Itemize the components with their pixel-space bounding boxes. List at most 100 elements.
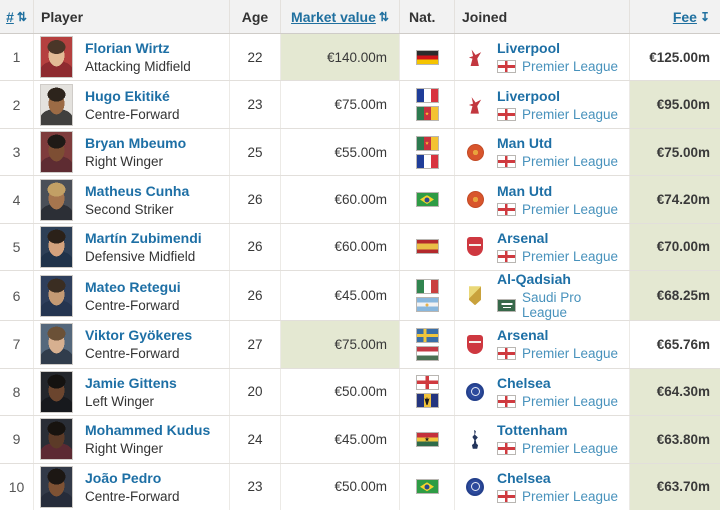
club-crest-icon[interactable] <box>464 283 486 309</box>
player-column-header: Player <box>34 0 230 33</box>
joined-cell: Arsenal Premier League <box>455 223 630 271</box>
club-info: Liverpool Premier League <box>497 88 618 122</box>
club-name-link[interactable]: Liverpool <box>497 87 561 104</box>
player-name-link[interactable]: João Pedro <box>85 469 162 486</box>
player-photo[interactable] <box>40 36 73 79</box>
club-name-link[interactable]: Arsenal <box>497 229 549 246</box>
joined-cell: Arsenal Premier League <box>455 321 630 368</box>
player-photo[interactable] <box>40 83 73 126</box>
club-name-link[interactable]: Arsenal <box>497 327 549 344</box>
rank-sort-link[interactable]: # <box>6 8 14 25</box>
player-photo[interactable] <box>40 418 73 461</box>
league-name-link[interactable]: Premier League <box>522 201 619 217</box>
club-info: Liverpool Premier League <box>497 40 618 74</box>
age-cell: 23 <box>230 463 281 510</box>
player-info: Hugo Ekitiké Centre-Forward <box>85 88 180 122</box>
player-name-link[interactable]: Hugo Ekitiké <box>85 87 170 104</box>
club-crest-icon[interactable] <box>464 331 486 357</box>
club-crest-icon[interactable] <box>464 92 486 118</box>
player-cell: Florian Wirtz Attacking Midfield <box>34 34 230 81</box>
player-name-link[interactable]: Martín Zubimendi <box>85 229 202 246</box>
league-name-link[interactable]: Premier League <box>522 488 619 504</box>
player-photo[interactable] <box>40 225 73 268</box>
club-name-link[interactable]: Al-Qadsiah <box>497 271 571 288</box>
club-info: Arsenal Premier League <box>497 230 618 264</box>
player-name-link[interactable]: Florian Wirtz <box>85 40 170 57</box>
fee-cell: €95.00m <box>630 81 720 128</box>
nationality-column-header: Nat. <box>400 0 455 33</box>
player-position: Right Winger <box>85 154 164 170</box>
player-photo[interactable] <box>40 131 73 174</box>
club-crest-icon[interactable] <box>464 379 486 405</box>
sort-both-icon[interactable]: ⇅ <box>378 9 389 24</box>
table-row: 10 João Pedro Centre-Forward 23 €50.00m … <box>0 463 720 510</box>
club-info: Al-Qadsiah Saudi Pro League <box>497 271 629 320</box>
league-name-link[interactable]: Premier League <box>522 154 619 170</box>
rank-cell: 8 <box>0 368 34 416</box>
club-crest-icon[interactable] <box>464 474 486 500</box>
club-crest-icon[interactable] <box>464 139 486 165</box>
table-row: 7 Viktor Gyökeres Centre-Forward 27 €75.… <box>0 321 720 369</box>
market-value-cell: €45.00m <box>281 416 400 463</box>
player-info: Mateo Retegui Centre-Forward <box>85 279 181 313</box>
player-name-link[interactable]: Viktor Gyökeres <box>85 327 193 344</box>
league-name-link[interactable]: Premier League <box>522 346 619 362</box>
club-name-link[interactable]: Liverpool <box>497 40 561 57</box>
nationality-cell <box>400 81 455 128</box>
nationality-cell <box>400 223 455 271</box>
league-name-link[interactable]: Premier League <box>522 106 619 122</box>
market-value-sort-link[interactable]: Market value <box>291 8 376 25</box>
player-name-link[interactable]: Mohammed Kudus <box>85 422 211 439</box>
player-position: Centre-Forward <box>85 297 180 313</box>
club-name-link[interactable]: Man Utd <box>497 135 553 152</box>
player-name-link[interactable]: Mateo Retegui <box>85 278 181 295</box>
nationality-cell <box>400 463 455 510</box>
club-name-link[interactable]: Chelsea <box>497 469 551 486</box>
club-crest-icon[interactable] <box>464 44 486 70</box>
player-name-link[interactable]: Bryan Mbeumo <box>85 135 187 152</box>
player-cell: Viktor Gyökeres Centre-Forward <box>34 321 230 368</box>
league-name-link[interactable]: Saudi Pro League <box>522 290 582 321</box>
player-photo[interactable] <box>40 370 73 413</box>
club-crest-icon[interactable] <box>464 234 486 260</box>
player-name-link[interactable]: Jamie Gittens <box>85 374 177 391</box>
table-row: 6 Mateo Retegui Centre-Forward 26 €45.00… <box>0 271 720 322</box>
sort-both-icon[interactable]: ⇅ <box>16 9 27 24</box>
player-cell: Bryan Mbeumo Right Winger <box>34 128 230 176</box>
player-photo[interactable] <box>40 178 73 221</box>
table-row: 3 Bryan Mbeumo Right Winger 25 €55.00m M… <box>0 128 720 177</box>
joined-cell: Chelsea Premier League <box>455 368 630 416</box>
fee-cell: €74.20m <box>630 176 720 223</box>
league-flag-icon <box>497 442 516 456</box>
player-position: Centre-Forward <box>85 346 180 362</box>
club-name-link[interactable]: Tottenham <box>497 422 568 439</box>
league-row: Premier League <box>497 394 618 409</box>
player-info: Viktor Gyökeres Centre-Forward <box>85 327 192 361</box>
player-photo[interactable] <box>40 274 73 317</box>
nationality-flag-icon <box>415 431 439 447</box>
league-name-link[interactable]: Premier League <box>522 393 619 409</box>
league-name-link[interactable]: Premier League <box>522 248 619 264</box>
league-name-link[interactable]: Premier League <box>522 59 619 75</box>
rank-cell: 5 <box>0 223 34 271</box>
club-name-link[interactable]: Man Utd <box>497 182 553 199</box>
league-flag-icon <box>497 394 516 408</box>
player-photo[interactable] <box>40 465 73 508</box>
nationality-cell <box>400 128 455 176</box>
player-name-link[interactable]: Matheus Cunha <box>85 182 190 199</box>
joined-cell: Man Utd Premier League <box>455 128 630 176</box>
club-crest-icon[interactable] <box>464 426 486 452</box>
rank-cell: 6 <box>0 271 34 321</box>
player-cell: Martín Zubimendi Defensive Midfield <box>34 223 230 271</box>
fee-sort-link[interactable]: Fee <box>672 8 697 25</box>
club-crest-icon[interactable] <box>464 187 486 213</box>
player-photo[interactable] <box>40 323 73 366</box>
league-row: Premier League <box>497 59 618 74</box>
club-name-link[interactable]: Chelsea <box>497 374 551 391</box>
rank-cell: 3 <box>0 128 34 176</box>
age-column-label: Age <box>241 8 269 25</box>
player-position: Centre-Forward <box>85 106 180 122</box>
sort-descending-icon[interactable]: ↧ <box>699 9 710 24</box>
table-row: 1 Florian Wirtz Attacking Midfield 22 €1… <box>0 34 720 82</box>
league-name-link[interactable]: Premier League <box>522 441 619 457</box>
